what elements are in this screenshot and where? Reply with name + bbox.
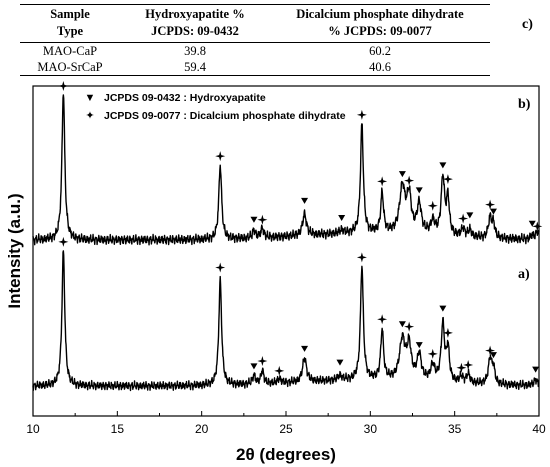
cell-sample: MAO-CaP xyxy=(42,44,98,58)
header-dicalcium-phosphate: Dicalcium phosphate dihydrate% JCPDS: 09… xyxy=(270,4,490,43)
header-hydroxyapatite: Hydroxyapatite % JCPDS: 09-0432 xyxy=(120,4,270,43)
dcpd-marker xyxy=(257,356,268,367)
cell-dicalcium: 60.2 xyxy=(369,44,391,58)
table-row: MAO-CaP 39.8 60.2 xyxy=(20,43,490,60)
hydroxyapatite-marker xyxy=(301,345,309,352)
table-row: MAO-SrCaP 59.4 40.6 xyxy=(20,59,490,76)
hydroxyapatite-marker xyxy=(338,215,346,222)
hydroxyapatite-marker xyxy=(398,171,406,178)
hydroxyapatite-marker xyxy=(489,208,497,215)
xrd-curves xyxy=(32,94,540,392)
cell-hydroxyapatite: 39.8 xyxy=(184,44,206,58)
x-tick-label: 30 xyxy=(364,422,378,436)
dcpd-marker xyxy=(274,365,285,376)
hydroxyapatite-marker xyxy=(528,220,536,227)
dcpd-marker xyxy=(377,176,388,187)
hydroxyapatite-marker xyxy=(439,162,447,169)
hydroxyapatite-marker xyxy=(301,197,309,204)
dcpd-marker xyxy=(485,345,496,356)
panel-label-c: c) xyxy=(522,17,533,32)
dcpd-marker xyxy=(257,214,268,225)
x-tick-label: 35 xyxy=(448,422,462,436)
dcpd-marker xyxy=(485,199,496,210)
phase-composition-table: Sample Type Hydroxyapatite % JCPDS: 09-043… xyxy=(20,4,490,76)
dcpd-marker xyxy=(58,81,69,92)
phase-composition-table-panel: Sample Type Hydroxyapatite % JCPDS: 09-043… xyxy=(20,4,490,76)
dcpd-marker xyxy=(532,221,543,232)
dcpd-marker xyxy=(456,362,467,373)
x-axis-title: 2θ (degrees) xyxy=(236,445,336,464)
hydroxyapatite-marker xyxy=(398,321,406,328)
dcpd-marker xyxy=(427,348,438,359)
dcpd-marker xyxy=(458,213,469,224)
dcpd-marker xyxy=(442,174,453,185)
table-header-row: Sample Type Hydroxyapatite % JCPDS: 09-043… xyxy=(20,4,490,43)
dcpd-marker xyxy=(427,200,438,211)
dcpd-marker xyxy=(356,252,367,263)
panel-label-b: b) xyxy=(518,97,531,112)
cell-dicalcium: 40.6 xyxy=(270,59,490,76)
xrd-series-line xyxy=(32,250,540,392)
dcpd-marker xyxy=(404,175,415,186)
hydroxyapatite-marker xyxy=(250,216,258,223)
legend-hydroxyapatite-label: JCPDS 09-0432 : Hydroxyapatite xyxy=(104,92,266,104)
legend-dcpd-symbol: ✦ xyxy=(85,110,94,122)
hydroxyapatite-marker xyxy=(532,366,540,373)
hydroxyapatite-marker xyxy=(336,359,344,366)
hydroxyapatite-marker xyxy=(415,187,423,194)
dcpd-marker xyxy=(58,236,69,247)
dcpd-marker xyxy=(215,262,226,273)
x-axis-ticks: 10 15 20 25 30 35 40 xyxy=(26,411,546,436)
legend: ▼ JCPDS 09-0432 : Hydroxyapatite ✦ JCPDS… xyxy=(85,92,346,122)
hydroxyapatite-marker xyxy=(415,342,423,349)
hydroxyapatite-marker xyxy=(489,352,497,359)
x-tick-label: 40 xyxy=(532,422,546,436)
dcpd-marker xyxy=(442,327,453,338)
dcpd-marker xyxy=(463,359,474,370)
hydroxyapatite-marker xyxy=(250,363,258,370)
x-tick-label: 20 xyxy=(195,422,209,436)
plot-frame xyxy=(32,85,540,417)
legend-hydroxyapatite-symbol: ▼ xyxy=(85,92,96,104)
xrd-series-line xyxy=(32,94,540,246)
y-axis-title: Intensity (a.u.) xyxy=(5,193,24,308)
dcpd-marker xyxy=(215,151,226,162)
x-tick-label: 25 xyxy=(279,422,293,436)
peak-markers xyxy=(58,81,543,376)
cell-sample: MAO-SrCaP xyxy=(20,59,120,76)
x-tick-label: 15 xyxy=(111,422,125,436)
dcpd-marker xyxy=(356,109,367,120)
dcpd-marker xyxy=(404,321,415,332)
x-tick-label: 10 xyxy=(26,422,40,436)
hydroxyapatite-marker xyxy=(439,305,447,312)
cell-hydroxyapatite: 59.4 xyxy=(120,59,270,76)
legend-dcpd-label: JCPDS 09-0077 : Dicalcium phosphate dihy… xyxy=(104,110,346,122)
hydroxyapatite-marker xyxy=(466,212,474,219)
panel-label-a: a) xyxy=(518,267,530,282)
dcpd-marker xyxy=(377,314,388,325)
header-sample-type: Sample Type xyxy=(20,4,120,43)
